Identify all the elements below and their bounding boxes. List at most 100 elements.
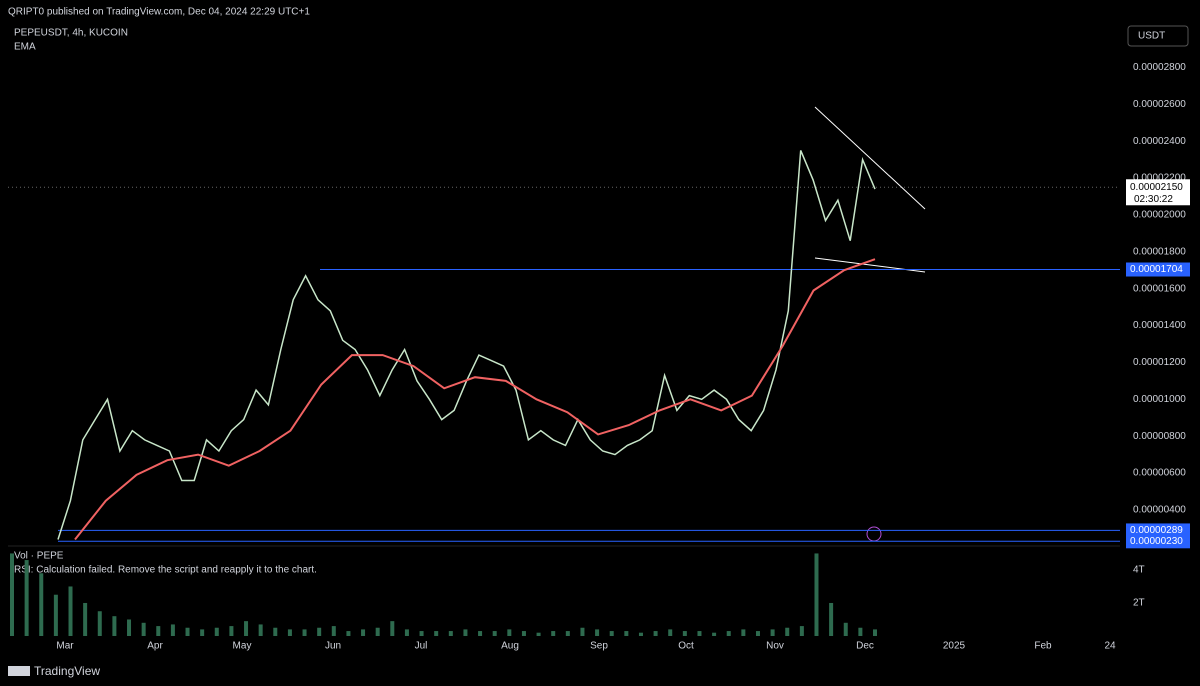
publisher: QRIPT0 published on TradingView.com, Dec… [8,7,310,18]
volume-bar [361,629,366,636]
volume-bar [434,631,439,636]
volume-note: RSI: Calculation failed. Remove the scri… [14,565,317,576]
x-tick-label: Apr [147,641,163,652]
volume-bar [83,602,88,636]
y-tick-label: 0.00001200 [1133,357,1186,368]
volume-bar [536,632,541,636]
last-price-box [1126,179,1190,206]
volume-bar [580,627,585,636]
volume-tick-label: 2T [1133,598,1145,609]
volume-bar [697,631,702,636]
volume-bar [492,631,497,636]
volume-bar [843,622,848,636]
volume-bar [390,621,395,636]
volume-bar [741,629,746,636]
indicator: EMA [14,42,36,53]
x-tick-label: Dec [856,641,874,652]
x-tick-label: Aug [501,641,519,652]
level-label: 0.00000230 [1130,536,1183,547]
currency-button[interactable] [1127,25,1189,47]
volume-bar [331,626,336,636]
volume-bar [755,631,760,636]
volume-bar [799,626,804,636]
volume-bar [565,631,570,636]
volume-bar [653,631,658,636]
volume-bar [273,627,278,636]
y-tick-label: 0.00000800 [1133,431,1186,442]
y-tick-label: 0.00001800 [1133,246,1186,257]
volume-bar [770,629,775,636]
y-tick-label: 0.00001600 [1133,283,1186,294]
volume-bar [785,627,790,636]
volume-bar [814,553,819,636]
volume-bar [478,631,483,636]
volume-bar [200,629,205,636]
volume-bar [112,616,117,636]
volume-bar [214,627,219,636]
volume-title: Vol · PEPE [14,551,64,562]
x-tick-label: May [233,641,252,652]
ema-line [74,258,876,541]
volume-bar [156,626,161,636]
level-label-box [1126,523,1190,538]
volume-tick-label: 4T [1133,565,1145,576]
volume-bar [53,594,58,636]
volume-bar [726,631,731,636]
symbol: PEPEUSDT, 4h, KUCOIN [14,28,128,39]
y-tick-label: 0.00001000 [1133,394,1186,405]
y-tick-label: 0.00002600 [1133,99,1186,110]
volume-bar [507,629,512,636]
volume-bar [521,631,526,636]
volume-bar [668,629,673,636]
volume-bar [185,627,190,636]
volume-bar [141,622,146,636]
level-label: 0.00000289 [1130,525,1183,536]
footer: TradingView [34,664,100,678]
x-tick-label: Nov [766,641,784,652]
volume-bar [404,629,409,636]
volume-bar [448,631,453,636]
volume-bar [624,631,629,636]
x-tick-label: Jun [325,641,341,652]
volume-bar [97,611,102,636]
volume-bar [244,621,249,636]
volume-bar [638,632,643,636]
y-tick-label: 0.00002000 [1133,210,1186,221]
volume-bar [463,629,468,636]
level-label-box [1126,262,1190,277]
y-tick-label: 0.00000400 [1133,505,1186,516]
x-tick-label: Mar [56,641,74,652]
volume-bar [302,629,307,636]
volume-bar [229,626,234,636]
x-tick-label: Feb [1034,641,1052,652]
volume-bar [551,631,556,636]
volume-bar [68,586,73,636]
x-tick-label: Sep [590,641,608,652]
x-tick-label: 24 [1104,641,1116,652]
x-tick-label: 2025 [943,641,966,652]
y-tick-label: 0.00002400 [1133,136,1186,147]
countdown: 02:30:22 [1134,194,1173,205]
volume-bar [873,629,877,636]
volume-bar [127,619,132,636]
y-tick-label: 0.00002800 [1133,62,1186,73]
volume-bar [258,624,263,636]
y-tick-label: 0.00002200 [1133,173,1186,184]
logo [8,666,30,676]
last-price-label: 0.00002150 [1130,182,1183,193]
volume-bar [595,629,600,636]
volume-bar [682,631,687,636]
x-tick-label: Jul [415,641,428,652]
volume-bar [24,560,29,636]
volume-bar [419,631,424,636]
y-tick-label: 0.00000600 [1133,468,1186,479]
volume-bar [346,631,351,636]
trendline [814,106,926,210]
y-tick-label: 0.00001400 [1133,320,1186,331]
volume-bar [10,553,14,636]
currency[interactable]: USDT [1138,31,1165,42]
volume-bar [829,602,834,636]
volume-bar [712,632,717,636]
